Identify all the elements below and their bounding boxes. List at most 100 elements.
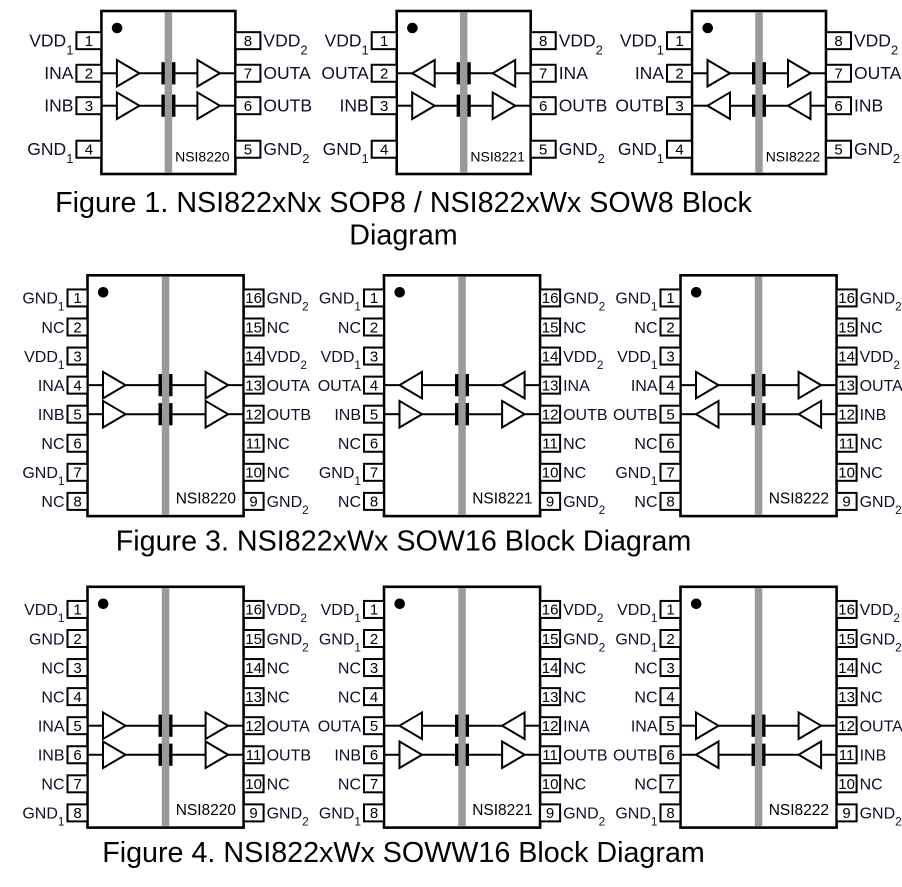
svg-text:1: 1 bbox=[85, 33, 93, 50]
svg-text:15: 15 bbox=[245, 631, 262, 648]
svg-text:4: 4 bbox=[380, 142, 388, 159]
svg-text:11: 11 bbox=[246, 436, 262, 453]
svg-text:7: 7 bbox=[73, 465, 81, 482]
svg-text:3: 3 bbox=[370, 660, 378, 677]
svg-text:NC: NC bbox=[41, 777, 64, 794]
svg-text:3: 3 bbox=[666, 348, 674, 365]
svg-text:NSI8222: NSI8222 bbox=[769, 491, 829, 508]
svg-text:INA: INA bbox=[563, 718, 590, 735]
svg-text:INB: INB bbox=[44, 96, 73, 116]
svg-text:6: 6 bbox=[834, 98, 842, 115]
svg-text:Diagram: Diagram bbox=[349, 220, 457, 252]
svg-text:16: 16 bbox=[838, 602, 855, 619]
svg-text:1: 1 bbox=[666, 602, 674, 619]
svg-text:9: 9 bbox=[249, 494, 257, 511]
svg-text:3: 3 bbox=[666, 660, 674, 677]
svg-text:NSI8221: NSI8221 bbox=[472, 802, 532, 819]
svg-text:NSI8221: NSI8221 bbox=[472, 491, 532, 508]
svg-text:1: 1 bbox=[675, 33, 683, 50]
svg-text:1: 1 bbox=[370, 602, 378, 619]
svg-text:11: 11 bbox=[246, 747, 262, 764]
svg-text:INB: INB bbox=[854, 96, 883, 116]
svg-text:INB: INB bbox=[38, 748, 65, 765]
svg-text:12: 12 bbox=[838, 406, 855, 423]
svg-text:15: 15 bbox=[542, 319, 559, 336]
svg-text:Figure 3. NSI822xWx SOW16 Bloc: Figure 3. NSI822xWx SOW16 Block Diagram bbox=[116, 525, 692, 557]
svg-text:2: 2 bbox=[675, 66, 683, 83]
svg-text:Figure 4. NSI822xWx SOWW16 Blo: Figure 4. NSI822xWx SOWW16 Block Diagram bbox=[102, 837, 705, 869]
svg-text:NC: NC bbox=[860, 320, 883, 337]
svg-text:2: 2 bbox=[666, 319, 674, 336]
svg-text:OUTA: OUTA bbox=[860, 718, 902, 735]
svg-text:INA: INA bbox=[559, 63, 589, 83]
svg-text:NC: NC bbox=[338, 660, 361, 677]
svg-text:NC: NC bbox=[338, 689, 361, 706]
svg-text:OUTB: OUTB bbox=[615, 96, 664, 116]
svg-text:NSI8221: NSI8221 bbox=[470, 149, 525, 165]
svg-text:2: 2 bbox=[370, 319, 378, 336]
svg-text:NC: NC bbox=[563, 436, 586, 453]
svg-text:10: 10 bbox=[838, 465, 855, 482]
svg-text:9: 9 bbox=[842, 805, 850, 822]
svg-text:3: 3 bbox=[370, 348, 378, 365]
svg-text:GND: GND bbox=[29, 631, 65, 648]
svg-text:11: 11 bbox=[839, 436, 855, 453]
svg-text:NC: NC bbox=[634, 660, 657, 677]
svg-text:7: 7 bbox=[370, 465, 378, 482]
svg-text:1: 1 bbox=[380, 33, 388, 50]
svg-text:8: 8 bbox=[666, 805, 674, 822]
svg-text:2: 2 bbox=[666, 631, 674, 648]
svg-text:5: 5 bbox=[666, 406, 674, 423]
svg-text:12: 12 bbox=[838, 718, 855, 735]
svg-text:NC: NC bbox=[563, 777, 586, 794]
svg-text:14: 14 bbox=[245, 348, 262, 365]
svg-text:Figure 1. NSI822xNx SOP8 / NSI: Figure 1. NSI822xNx SOP8 / NSI822xWx SOW… bbox=[55, 187, 752, 219]
svg-text:INA: INA bbox=[563, 378, 590, 395]
svg-text:15: 15 bbox=[838, 319, 855, 336]
svg-text:NC: NC bbox=[634, 777, 657, 794]
svg-text:13: 13 bbox=[838, 377, 855, 394]
svg-text:8: 8 bbox=[666, 494, 674, 511]
svg-text:OUTA: OUTA bbox=[860, 378, 902, 395]
svg-text:5: 5 bbox=[834, 142, 842, 159]
svg-text:1: 1 bbox=[73, 290, 81, 307]
svg-text:8: 8 bbox=[834, 33, 842, 50]
svg-text:10: 10 bbox=[245, 776, 262, 793]
svg-text:INB: INB bbox=[860, 748, 887, 765]
svg-text:NC: NC bbox=[267, 777, 290, 794]
svg-text:3: 3 bbox=[675, 98, 683, 115]
svg-text:NC: NC bbox=[860, 660, 883, 677]
svg-text:7: 7 bbox=[539, 66, 547, 83]
svg-text:16: 16 bbox=[245, 290, 262, 307]
svg-text:INA: INA bbox=[38, 378, 65, 395]
svg-text:1: 1 bbox=[666, 290, 674, 307]
svg-text:NC: NC bbox=[41, 689, 64, 706]
svg-text:OUTB: OUTB bbox=[613, 407, 657, 424]
svg-text:OUTB: OUTB bbox=[267, 748, 311, 765]
svg-text:5: 5 bbox=[539, 142, 547, 159]
svg-text:NC: NC bbox=[41, 494, 64, 511]
svg-text:OUTA: OUTA bbox=[854, 63, 902, 83]
svg-text:15: 15 bbox=[542, 631, 559, 648]
svg-text:NC: NC bbox=[860, 465, 883, 482]
svg-text:NC: NC bbox=[338, 494, 361, 511]
svg-text:NC: NC bbox=[563, 465, 586, 482]
svg-text:INA: INA bbox=[38, 718, 65, 735]
svg-text:15: 15 bbox=[838, 631, 855, 648]
svg-text:11: 11 bbox=[542, 436, 558, 453]
svg-text:9: 9 bbox=[842, 494, 850, 511]
svg-text:2: 2 bbox=[380, 66, 388, 83]
svg-text:NC: NC bbox=[267, 436, 290, 453]
svg-text:OUTA: OUTA bbox=[318, 718, 362, 735]
svg-text:OUTA: OUTA bbox=[267, 378, 311, 395]
svg-text:7: 7 bbox=[666, 776, 674, 793]
svg-text:4: 4 bbox=[370, 377, 378, 394]
svg-text:4: 4 bbox=[73, 377, 81, 394]
svg-text:NSI8222: NSI8222 bbox=[766, 149, 821, 165]
svg-text:14: 14 bbox=[245, 660, 262, 677]
svg-text:11: 11 bbox=[542, 747, 558, 764]
svg-text:3: 3 bbox=[380, 98, 388, 115]
svg-text:4: 4 bbox=[85, 142, 93, 159]
svg-text:NC: NC bbox=[860, 689, 883, 706]
svg-text:INB: INB bbox=[860, 407, 887, 424]
